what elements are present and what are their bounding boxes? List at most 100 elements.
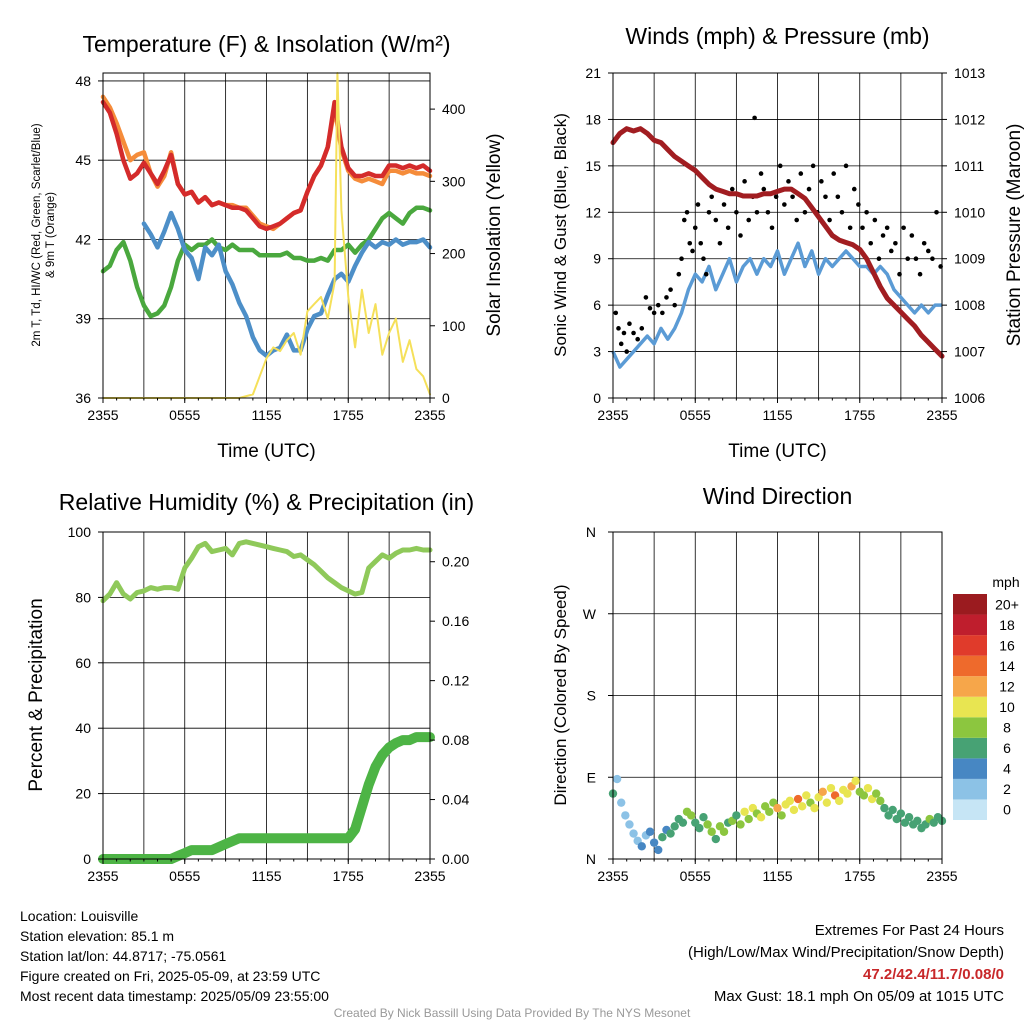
y-tick-label: W: [583, 606, 597, 622]
y2-tick-label: 1012: [954, 111, 985, 127]
x-tick-label: 1755: [333, 868, 364, 884]
x-tick-label: 1755: [844, 868, 875, 884]
x-tick-label: 1755: [333, 407, 364, 423]
colorbar-swatch: [953, 655, 987, 677]
colorbar-unit: mph: [992, 574, 1019, 590]
y-axis-label: Direction (Colored By Speed): [551, 584, 570, 805]
y-axis-label: Percent & Precipitation: [26, 598, 47, 791]
y2-axis-label: Solar Insolation (Yellow): [484, 133, 505, 336]
gust-point: [880, 233, 886, 238]
panel-title: Winds (mph) & Pressure (mb): [625, 23, 929, 49]
gust-point: [839, 209, 845, 215]
extremes-values: 47.2/42.4/11.7/0.08/0: [863, 966, 1004, 983]
gust-point: [835, 194, 841, 200]
extremes-box: Extremes For Past 24 Hours (High/Low/Max…: [688, 920, 1004, 1008]
gust-point: [627, 321, 632, 327]
gust-point: [905, 256, 911, 262]
gust-point: [802, 209, 808, 215]
colorbar-label: 18: [999, 617, 1015, 633]
colorbar-swatch: [953, 635, 987, 656]
direction-point: [818, 787, 827, 796]
colorbar-swatch: [953, 717, 987, 738]
direction-point: [621, 811, 630, 820]
y2-tick-label: 1008: [954, 297, 985, 313]
colorbar-swatch: [953, 758, 987, 779]
colorbar-label: 2: [1003, 781, 1011, 797]
gust-point: [765, 209, 771, 215]
gust-point: [782, 202, 787, 207]
latlon-text: Station lat/lon: 44.8717; -75.0561: [20, 948, 227, 964]
y2-axis-label: Station Pressure (Maroon): [1004, 124, 1024, 347]
gust-point: [746, 217, 752, 223]
direction-point: [851, 776, 860, 786]
direction-point: [880, 803, 889, 813]
direction-point: [711, 834, 721, 844]
x-tick-label: 2355: [87, 868, 118, 884]
direction-point: [822, 798, 832, 807]
gust-point: [754, 209, 760, 215]
y2-tick-label: 0.08: [442, 732, 469, 748]
direction-point: [666, 829, 675, 838]
gust-point: [831, 171, 837, 176]
y-tick-label: 45: [75, 152, 91, 168]
y-tick-label: 0: [83, 851, 91, 867]
max-gust-point: [752, 115, 757, 121]
humidity-line: [100, 539, 433, 604]
direction-point: [765, 807, 774, 816]
gust-point: [676, 271, 682, 277]
y-tick-label: 40: [75, 720, 91, 736]
gust-point: [721, 202, 727, 207]
gust-point: [864, 209, 869, 215]
y2-tick-label: 200: [442, 246, 466, 262]
extremes-subtitle: (High/Low/Max Wind/Precipitation/Snow De…: [688, 944, 1004, 961]
x-axis-label: Time (UTC): [217, 441, 316, 462]
direction-point: [612, 774, 622, 784]
direction-point: [843, 789, 852, 798]
gust-point: [703, 271, 709, 277]
y2-tick-label: 0.12: [442, 673, 469, 689]
y-tick-label: 9: [593, 251, 601, 267]
gust-point: [734, 209, 739, 215]
gust-point: [668, 287, 673, 292]
winds-panel: 2355 0555 1155 1755 2355 Time (UTC) 0 3 6 9 12 15 18…: [551, 23, 1024, 462]
colorbar-label: 12: [999, 678, 1015, 694]
direction-point: [863, 783, 873, 793]
gust-point: [777, 163, 783, 169]
temperature-series-line: [141, 210, 433, 358]
y-tick-label: 0: [593, 390, 601, 406]
direction-point: [744, 814, 753, 824]
gust-point: [631, 330, 636, 336]
y-axis-label-line2: & 9m T (Orange): [45, 192, 57, 278]
gust-point: [794, 217, 799, 223]
wind-speed-line: [611, 241, 942, 369]
gust-point: [692, 225, 698, 231]
direction-point: [793, 794, 803, 804]
gust-point: [806, 186, 812, 192]
direction-point: [719, 827, 729, 836]
gust-point: [639, 326, 645, 331]
colorbar-swatch: [953, 737, 987, 759]
gust-point: [761, 186, 767, 192]
gust-point: [901, 225, 906, 231]
gust-point: [872, 217, 878, 223]
gust-point: [860, 225, 865, 231]
station-info: Location: Louisville Station elevation: …: [20, 906, 329, 1006]
gust-point: [681, 217, 687, 223]
colorbar-swatch: [953, 696, 987, 718]
y-tick-label: 42: [75, 231, 91, 247]
gust-point: [618, 341, 624, 347]
gust-point: [651, 310, 657, 316]
direction-point: [859, 791, 869, 800]
panel-title: Relative Humidity (%) & Precipitation (i…: [59, 489, 474, 515]
direction-point: [732, 811, 741, 820]
direction-point: [707, 827, 716, 836]
gust-point: [876, 256, 882, 262]
y-tick-label: S: [587, 688, 596, 704]
temperature-panel: 2355 0555 1155 1755 2355 Time (UTC) 36 39 42 45 48…: [31, 31, 505, 462]
created-text: Figure created on Fri, 2025-05-09, at 23…: [20, 968, 321, 984]
gust-point: [851, 186, 857, 192]
gust-point: [687, 240, 693, 246]
gust-point: [698, 240, 704, 246]
